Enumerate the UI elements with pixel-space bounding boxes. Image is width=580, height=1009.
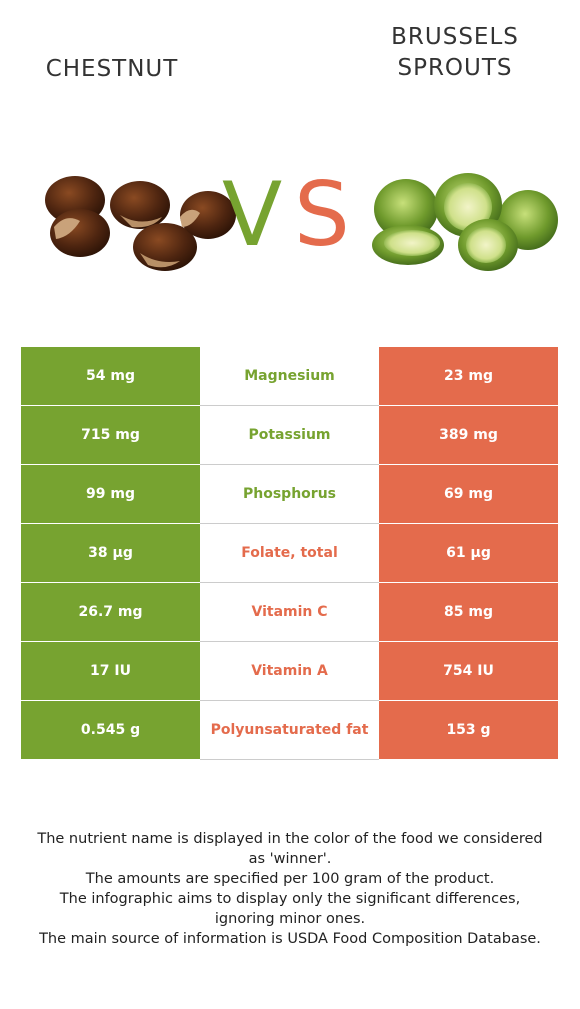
nutrient-name: Polyunsaturated fat — [200, 701, 379, 760]
right-food-value: 754 IU — [379, 642, 558, 701]
right-food-value: 23 mg — [379, 347, 558, 406]
nutrient-name: Folate, total — [200, 524, 379, 583]
right-food-value: 389 mg — [379, 406, 558, 465]
left-food-value: 17 IU — [21, 642, 200, 701]
chestnut-image — [45, 176, 236, 271]
vs-letter-v: V — [222, 163, 283, 266]
footnote-line: The nutrient name is displayed in the co… — [37, 831, 543, 867]
table-row: 38 µg Folate, total 61 µg — [21, 524, 558, 583]
right-food-value: 61 µg — [379, 524, 558, 583]
left-food-value: 0.545 g — [21, 701, 200, 760]
footnote-line: The main source of information is USDA F… — [39, 931, 541, 947]
nutrient-name: Vitamin C — [200, 583, 379, 642]
right-food-name: BRUSSELS SPROUTS — [391, 24, 519, 81]
table-row: 54 mg Magnesium 23 mg — [21, 347, 558, 406]
right-food-value: 85 mg — [379, 583, 558, 642]
table-row: 0.545 g Polyunsaturated fat 153 g — [21, 701, 558, 760]
right-food-value: 69 mg — [379, 465, 558, 524]
brussels-sprouts-image — [372, 173, 558, 271]
left-food-name: CHESTNUT — [45, 56, 179, 82]
table-row: 715 mg Potassium 389 mg — [21, 406, 558, 465]
right-food-value: 153 g — [379, 701, 558, 760]
table-row: 26.7 mg Vitamin C 85 mg — [21, 583, 558, 642]
left-food-value: 38 µg — [21, 524, 200, 583]
left-food-value: 26.7 mg — [21, 583, 200, 642]
nutrient-name: Vitamin A — [200, 642, 379, 701]
left-food-value: 99 mg — [21, 465, 200, 524]
footnote: The nutrient name is displayed in the co… — [30, 829, 550, 949]
vs-letter-s: S — [294, 163, 350, 266]
footnote-line: The amounts are specified per 100 gram o… — [85, 871, 495, 887]
nutrient-name: Potassium — [200, 406, 379, 465]
nutrient-name: Phosphorus — [200, 465, 379, 524]
nutrient-name: Magnesium — [200, 347, 379, 406]
left-food-value: 54 mg — [21, 347, 200, 406]
table-row: 99 mg Phosphorus 69 mg — [21, 465, 558, 524]
nutrient-comparison-table: 54 mg Magnesium 23 mg 715 mg Potassium 389 mg… — [21, 347, 558, 760]
left-food-value: 715 mg — [21, 406, 200, 465]
table-row: 17 IU Vitamin A 754 IU — [21, 642, 558, 701]
footnote-line: The infographic aims to display only the… — [59, 891, 521, 927]
